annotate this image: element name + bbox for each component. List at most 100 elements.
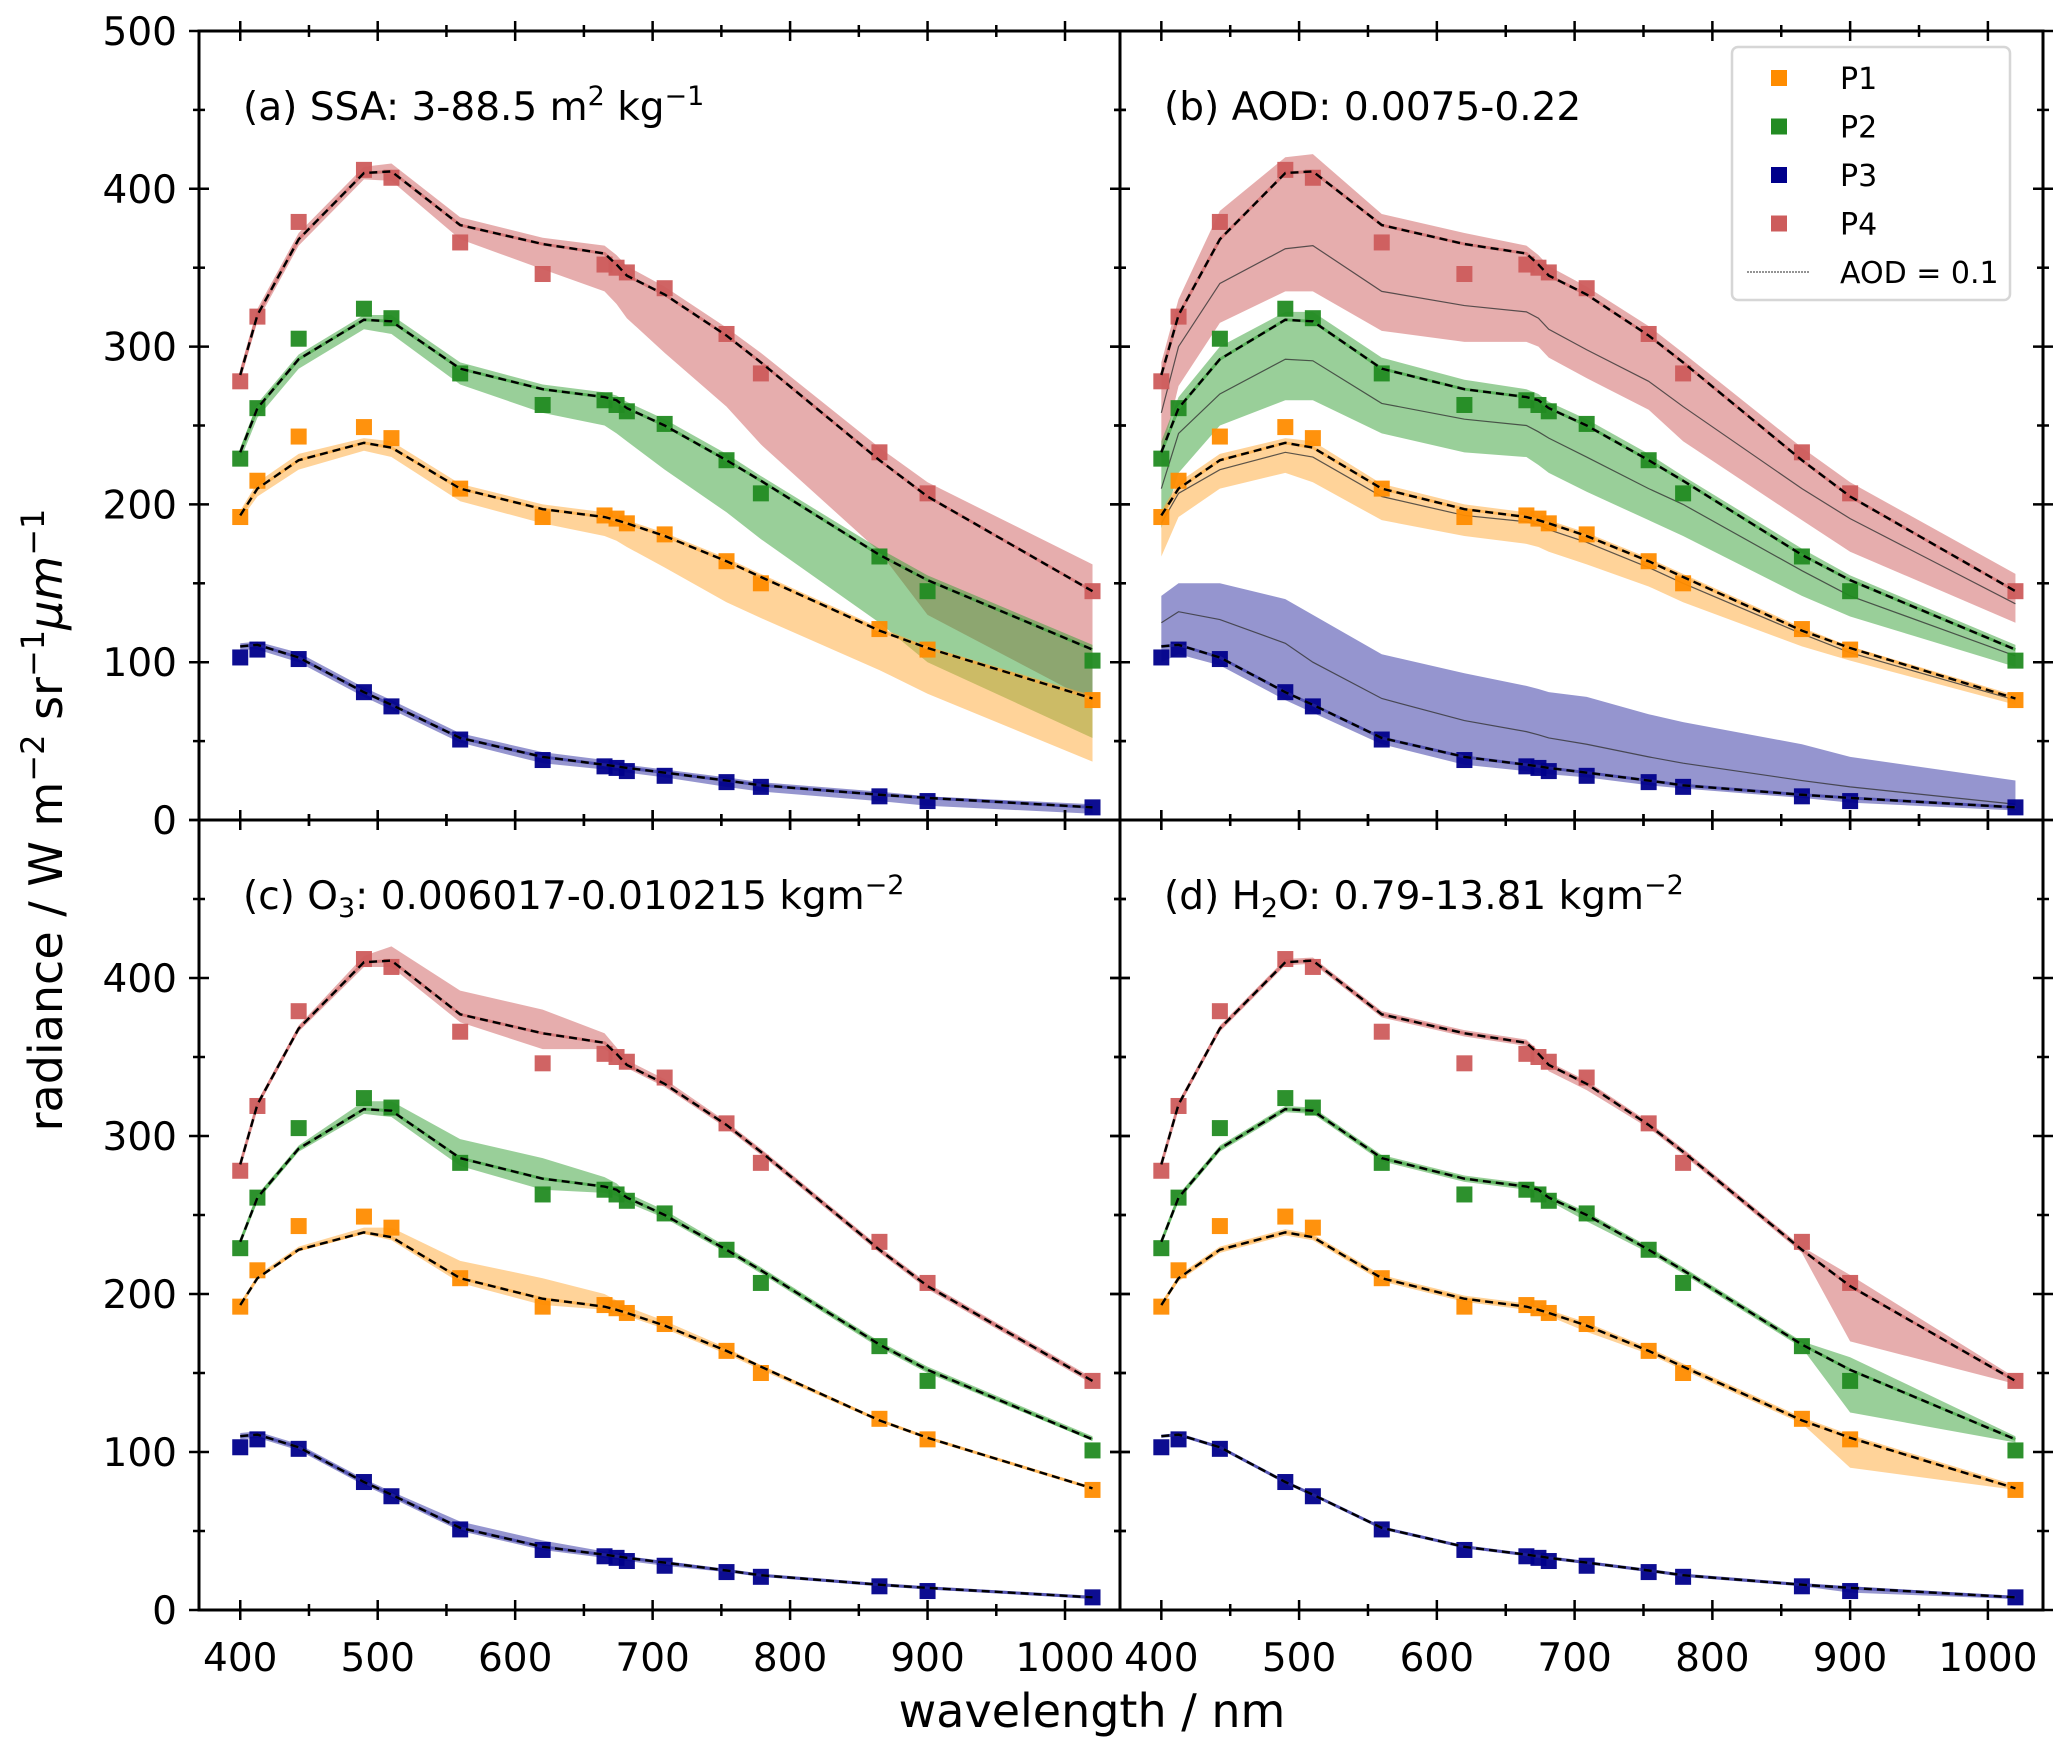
legend-item-p4: P4 xyxy=(1771,208,1877,243)
marker-p4-c xyxy=(355,951,372,968)
marker-p4-a xyxy=(871,444,888,461)
band-p2-d xyxy=(1161,1105,2016,1443)
marker-p2-d xyxy=(1277,1090,1294,1107)
marker-p4-b xyxy=(1518,256,1535,273)
marker-p2-d xyxy=(1675,1274,1692,1291)
marker-p3-a xyxy=(232,649,249,666)
ylabel-text: radiance / W m xyxy=(19,782,73,1132)
band-p1-b xyxy=(1161,438,2016,705)
marker-p3-b xyxy=(1153,649,1170,666)
y-tick-label: 400 xyxy=(103,957,177,1002)
marker-p4-c xyxy=(232,1162,249,1179)
marker-p1-a xyxy=(290,428,307,445)
marker-p3-c xyxy=(871,1578,888,1595)
aod-line-p4-b xyxy=(1160,244,2016,605)
y-tick-label: 300 xyxy=(103,326,177,371)
marker-p3-a xyxy=(618,763,635,780)
model-line-p3-d xyxy=(1161,1433,2016,1599)
model-line-p4-c xyxy=(239,959,1094,1382)
model-line-p4-a xyxy=(239,170,1094,593)
marker-p1-a xyxy=(383,430,400,447)
marker-p4-c xyxy=(752,1154,769,1171)
x-tick-label: 1000 xyxy=(1938,1636,2037,1681)
marker-p3-d xyxy=(1640,1564,1657,1581)
ylabel-superscript: −2 xyxy=(14,735,52,782)
marker-p1-d xyxy=(1153,1298,1170,1315)
marker-p2-c xyxy=(1084,1442,1101,1459)
x-tick-label: 600 xyxy=(478,1636,552,1681)
marker-p3-d xyxy=(1675,1568,1692,1585)
marker-p1-d xyxy=(1304,1219,1321,1236)
marker-p4-c xyxy=(871,1233,888,1250)
x-tick-label: 1000 xyxy=(1015,1636,1114,1681)
ylabel-superscript: −1 xyxy=(14,509,52,556)
marker-p2-b xyxy=(1211,330,1228,347)
marker-p4-d xyxy=(1153,1162,1170,1179)
legend-label: P4 xyxy=(1840,208,1877,243)
marker-p4-c xyxy=(596,1045,613,1062)
model-line-p3-b xyxy=(1161,643,2016,809)
panel-a: (a) SSA: 3-88.5 m2 kg−1 xyxy=(189,21,1130,830)
model-line-p4-d xyxy=(1160,959,2017,1382)
y-tick-label: 0 xyxy=(152,799,177,844)
marker-p2-c xyxy=(355,1090,372,1107)
marker-p3-b xyxy=(1578,767,1595,784)
marker-p4-b xyxy=(1277,161,1294,178)
title-superscript: −1 xyxy=(665,81,705,112)
marker-p1-c xyxy=(355,1208,372,1225)
title-text: kg xyxy=(605,85,665,130)
band-p2-c xyxy=(240,1101,1093,1441)
marker-p2-b xyxy=(2007,652,2024,669)
marker-p4-d xyxy=(1793,1233,1810,1250)
marker-p1-d xyxy=(1211,1218,1228,1235)
legend-box xyxy=(1730,45,2012,302)
marker-p3-a xyxy=(871,788,888,805)
marker-p2-a xyxy=(290,330,307,347)
marker-p1-c xyxy=(383,1219,400,1236)
marker-p3-c xyxy=(919,1583,936,1600)
marker-p2-c xyxy=(534,1186,551,1203)
model-underlay-p1-c xyxy=(238,1230,1093,1490)
marker-p3-a xyxy=(656,767,673,784)
x-tick-label: 800 xyxy=(1675,1636,1749,1681)
marker-p2-a xyxy=(1084,652,1101,669)
panel-title-d: (d) H2O: 0.79-13.81 kgm−2 xyxy=(1164,870,1684,924)
marker-p3-c xyxy=(596,1548,613,1565)
marker-p1-d xyxy=(1277,1208,1294,1225)
marker-p4-b xyxy=(1675,365,1692,382)
panel-c: (c) O3: 0.006017-0.010215 kgm−2 xyxy=(189,810,1130,1620)
marker-p3-c xyxy=(752,1568,769,1585)
marker-p1-d xyxy=(2007,1481,2024,1498)
model-line-p1-c xyxy=(239,1231,1093,1490)
marker-p4-d xyxy=(1456,1055,1473,1072)
marker-p3-d xyxy=(1842,1583,1859,1600)
legend-label: P1 xyxy=(1840,62,1877,97)
title-text: O: 0.79-13.81 kgm xyxy=(1278,874,1644,919)
legend-label: P3 xyxy=(1840,159,1877,194)
marker-p1-c xyxy=(290,1218,307,1235)
marker-p1-d xyxy=(1456,1298,1473,1315)
model-line-p1-d xyxy=(1160,1231,2016,1490)
x-tick-label: 500 xyxy=(340,1636,414,1681)
y-tick-label: 300 xyxy=(103,1115,177,1160)
marker-p3-b xyxy=(1640,774,1657,791)
marker-p2-d xyxy=(1211,1120,1228,1137)
model-line-p1-b xyxy=(1160,441,2016,700)
marker-p4-c xyxy=(290,1003,307,1020)
frame xyxy=(197,29,2045,1612)
legend-item-p2: P2 xyxy=(1771,111,1877,146)
marker-p1-b xyxy=(1153,509,1170,526)
marker-p2-a xyxy=(534,396,551,413)
title-text: (a) SSA: 3-88.5 m xyxy=(243,85,588,130)
y-tick-label: 100 xyxy=(103,641,177,686)
model-line-p3-a xyxy=(240,643,1093,809)
panel-title-b: (b) AOD: 0.0075-0.22 xyxy=(1164,85,1581,130)
marker-p1-b xyxy=(1456,509,1473,526)
marker-p3-a xyxy=(919,793,936,810)
x-tick-label: 400 xyxy=(203,1636,277,1681)
marker-p3-b xyxy=(1518,758,1535,775)
title-text: (c) O xyxy=(243,874,338,919)
marker-p3-d xyxy=(1793,1578,1810,1595)
x-tick-label: 900 xyxy=(1813,1636,1887,1681)
